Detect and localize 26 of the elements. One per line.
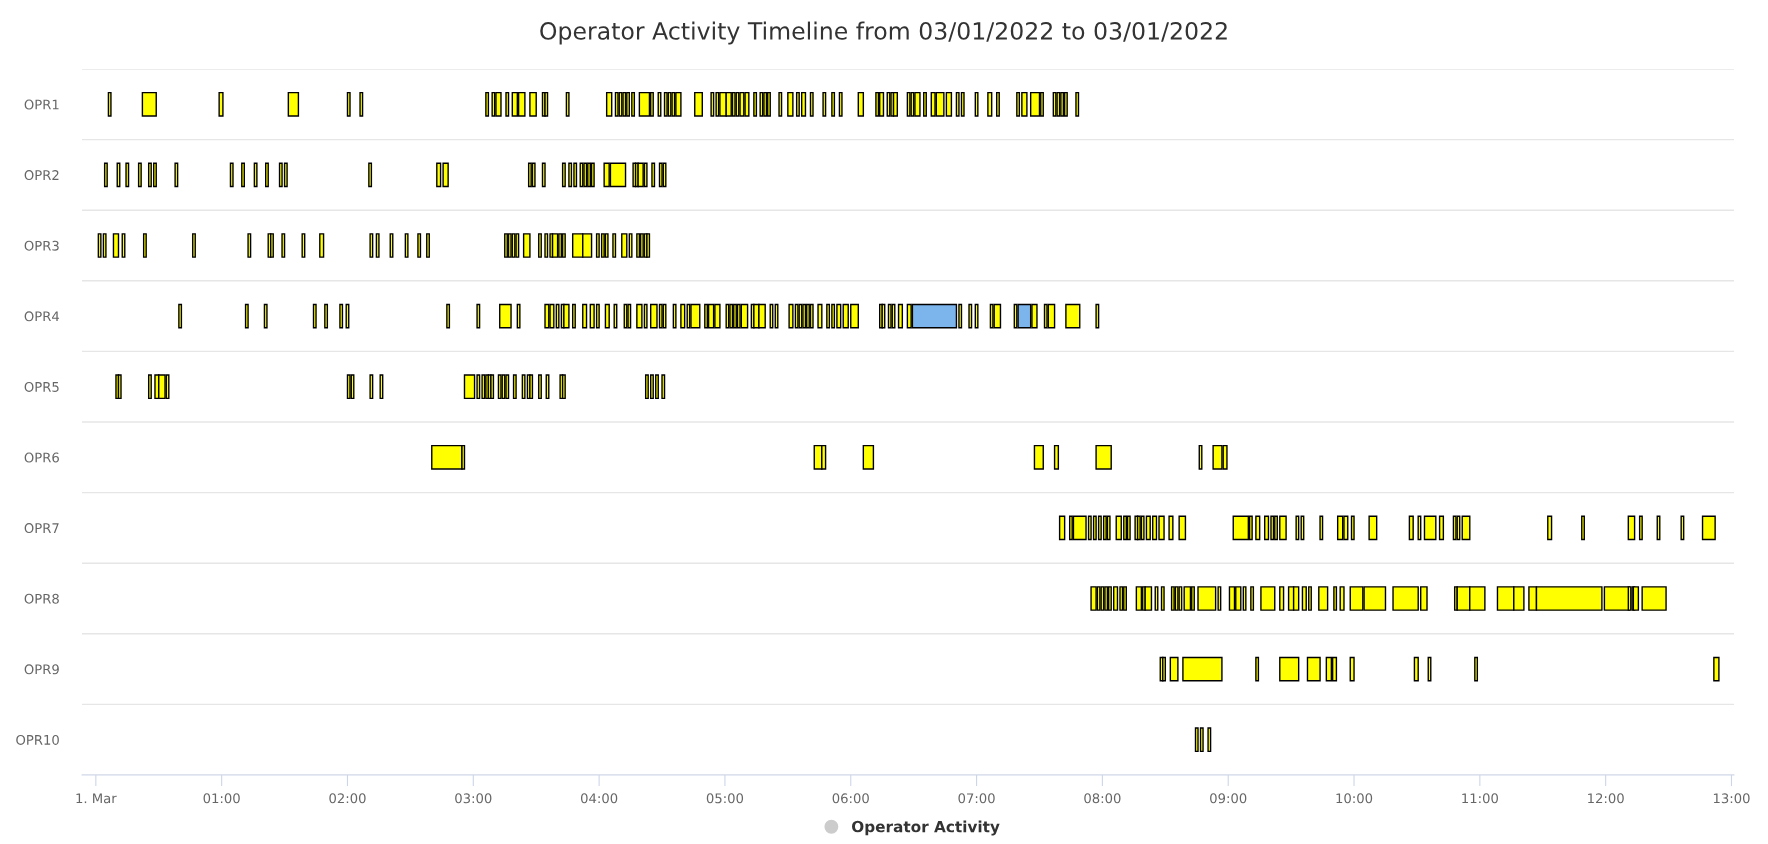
x-tick-label: 1. Mar (76, 793, 117, 804)
x-tick-label: 13:00 (1713, 793, 1750, 804)
x-tick-label: 12:00 (1588, 793, 1624, 804)
x-tick-label: 06:00 (832, 793, 869, 804)
y-tick-label: OPR4 (24, 311, 60, 322)
x-tick-label: 09:00 (1210, 793, 1247, 804)
chart-title: Operator Activity Timeline from 03/01/2022 to 03/01/2022 (540, 21, 1227, 45)
y-tick-label: OPR8 (24, 593, 59, 604)
x-tick-label: 11:00 (1462, 793, 1498, 804)
y-tick-label: OPR9 (24, 664, 59, 675)
y-tick-label: OPR10 (16, 734, 59, 745)
x-tick-label: 01:00 (203, 793, 240, 804)
y-tick-label: OPR5 (24, 381, 59, 392)
x-tick-label: 08:00 (1084, 793, 1121, 804)
y-tick-label: OPR7 (24, 523, 59, 534)
y-tick-label: OPR1 (24, 99, 59, 110)
x-tick-label: 03:00 (455, 793, 492, 804)
text: Operator Activity (852, 820, 1000, 836)
x-tick-label: 10:00 (1336, 793, 1373, 804)
x-tick-label: 07:00 (958, 793, 995, 804)
x-tick-label: 04:00 (580, 793, 618, 804)
x-tick-label: 05:00 (706, 793, 744, 804)
y-tick-label: OPR3 (24, 240, 59, 251)
y-tick-label: OPR6 (24, 452, 59, 463)
y-tick-label: OPR2 (24, 170, 59, 181)
x-tick-label: 02:00 (329, 793, 366, 804)
